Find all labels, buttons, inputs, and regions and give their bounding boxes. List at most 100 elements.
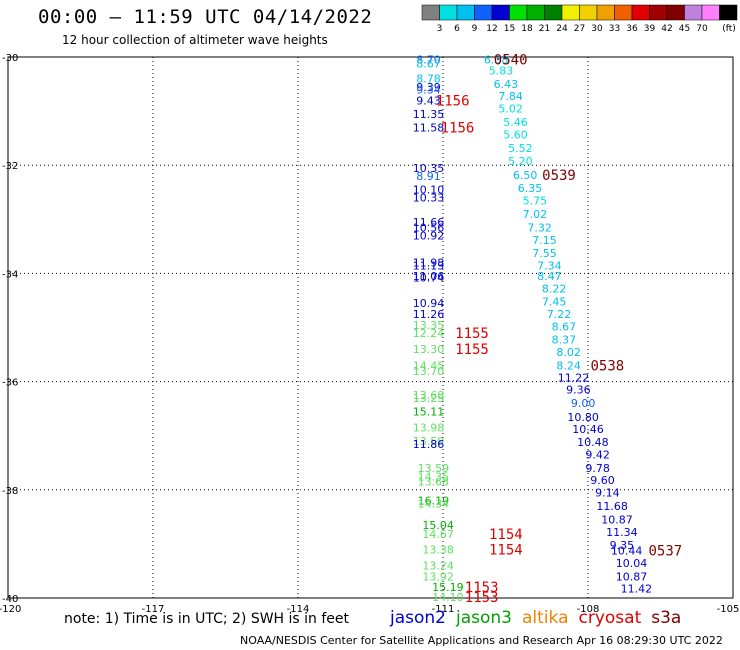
wave-height-value: 9.00 [571, 397, 596, 410]
wave-height-value: 8.47 [537, 270, 562, 283]
wave-height-value: 13.70 [413, 365, 445, 378]
wave-height-value: 5.75 [523, 194, 548, 207]
color-level-label: 30 [591, 24, 603, 34]
pass-time-label: 0540 [494, 53, 528, 69]
chart-subtitle: 12 hour collection of altimeter wave hei… [62, 33, 328, 47]
wave-height-value: 9.42 [585, 449, 610, 462]
color-level-label: 9 [472, 24, 478, 34]
wave-height-value: 13.30 [413, 343, 445, 356]
legend-s3a: s3a [651, 608, 682, 628]
wave-height-value: 10.04 [616, 557, 648, 570]
plot-frame [7, 56, 734, 599]
pass-time-label: 1154 [489, 527, 523, 543]
wave-height-value: 9.78 [585, 462, 610, 475]
wave-height-value: 13.38 [422, 543, 454, 556]
pass-time-label: 0537 [648, 543, 682, 559]
pass-time-label: 1155 [455, 326, 489, 342]
y-tick-label: -30 [2, 53, 18, 64]
wave-height-value: 7.45 [542, 296, 567, 309]
wave-height-value: 8.78 [416, 73, 441, 86]
wave-height-value: 13.68 [413, 389, 445, 402]
wave-height-value: 13.35 [413, 319, 445, 332]
wave-height-value: 14.35 [418, 470, 450, 483]
wave-height-value: 14.45 [413, 359, 445, 372]
pass-time-label: 1156 [441, 120, 475, 136]
wave-height-value: 15.11 [413, 405, 445, 418]
x-tick-label: -111 [432, 604, 455, 615]
wave-height-value: 11.22 [558, 371, 590, 384]
wave-height-value: 8.37 [552, 333, 577, 346]
wave-height-value: 7.34 [537, 259, 562, 272]
wave-height-value: 11.68 [596, 500, 628, 513]
wave-height-value: 7.22 [547, 308, 572, 321]
wave-height-value: 13.98 [413, 422, 445, 435]
pass-time-label: 1154 [489, 542, 523, 558]
wave-height-value: 9.35 [610, 539, 635, 552]
wave-height-value: 8.91 [416, 170, 441, 183]
x-tick-label: -105 [717, 604, 740, 615]
wave-height-value: 7.84 [498, 90, 523, 103]
color-scale-legend: 3 6 9 12 15 18 21 24 27 30 33 36 39 42 45 70 (ft) [421, 4, 738, 34]
satellite-legend: jason2 jason3 altika cryosat s3a [390, 608, 691, 628]
wave-height-value: 9.34 [416, 83, 441, 96]
wave-height-value: 10.35 [413, 162, 445, 175]
y-tick-label: -32 [2, 161, 18, 172]
legend-jason2: jason2 [390, 608, 446, 628]
wave-height-value: 13.92 [422, 570, 454, 583]
wave-height-value: 8.67 [552, 320, 577, 333]
pass-time-label: 0539 [542, 168, 576, 184]
wave-height-value: 11.26 [413, 308, 445, 321]
wave-height-value: 10.46 [572, 423, 604, 436]
color-level-label: 33 [609, 24, 620, 34]
color-level-label: 6 [454, 24, 460, 34]
wave-height-value: 10.94 [413, 297, 445, 310]
wave-height-value: 14.10 [432, 591, 464, 604]
color-level-label: 27 [574, 24, 585, 34]
wave-height-value: 8.24 [556, 359, 581, 372]
wave-height-value: 9.60 [590, 474, 615, 487]
wave-height-value: 13.24 [422, 560, 454, 573]
wave-height-value: 5.46 [503, 116, 528, 129]
pass-time-label: 1156 [436, 93, 470, 109]
wave-height-value: 13.68 [418, 476, 450, 489]
wave-height-value: 8.70 [416, 54, 441, 67]
color-swatch [719, 4, 738, 21]
color-level-label: 42 [661, 24, 672, 34]
footer-note: note: 1) Time is in UTC; 2) SWH is in fe… [64, 611, 350, 627]
wave-height-value: 10.33 [413, 192, 445, 205]
wave-height-value: 7.55 [532, 247, 557, 260]
y-tick-label: -40 [2, 594, 18, 605]
color-level-label: 12 [486, 24, 497, 34]
wave-height-value: 5.20 [508, 155, 533, 168]
color-level-label: 15 [504, 24, 515, 34]
y-tick-label: -38 [2, 486, 18, 497]
wave-height-value: 8.67 [416, 57, 441, 70]
wave-height-value: 10.44 [611, 544, 643, 557]
chart-title: 00:00 — 11:59 UTC 04/14/2022 [38, 6, 373, 28]
wave-height-value: 10.80 [567, 411, 599, 424]
wave-height-value: 9.36 [566, 384, 591, 397]
wave-height-value: 5.83 [489, 65, 514, 78]
pass-time-label: 1153 [465, 580, 499, 596]
x-tick-label: -108 [577, 604, 600, 615]
wave-height-value: 11.34 [606, 526, 638, 539]
color-level-label: 18 [521, 24, 533, 34]
wave-height-value: 11.66 [413, 216, 445, 229]
wave-height-value: 6.38 [484, 54, 509, 67]
x-tick-label: -120 [0, 604, 21, 615]
wave-height-value: 13.59 [413, 435, 445, 448]
wave-height-value: 11.13 [413, 259, 445, 272]
wave-height-value: 14.34 [418, 497, 450, 510]
wave-height-value: 8.22 [542, 283, 567, 296]
x-tick-label: -117 [142, 604, 165, 615]
y-tick-label: -34 [2, 269, 18, 280]
color-unit-label: (ft) [722, 24, 736, 34]
color-level-label: 70 [696, 24, 708, 34]
wave-height-value: 7.32 [527, 221, 552, 234]
wave-height-value: 5.02 [498, 102, 523, 115]
wave-height-value: 11.06 [413, 270, 445, 283]
pass-time-label: 0538 [590, 358, 624, 374]
wave-height-value: 6.35 [518, 182, 543, 195]
wave-height-value: 11.35 [413, 108, 445, 121]
color-level-label: 24 [556, 24, 568, 34]
